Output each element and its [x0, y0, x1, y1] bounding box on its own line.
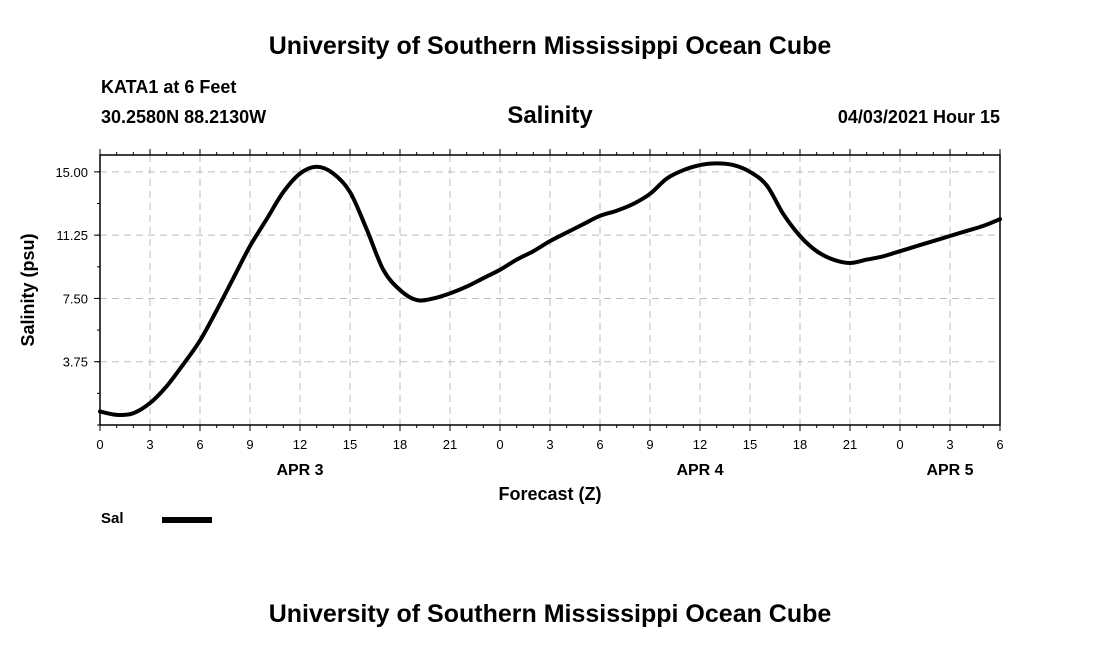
date-labels: APR 3 APR 4 APR 5: [276, 462, 973, 479]
x-axis-label: Forecast (Z): [498, 484, 601, 504]
x-tick-label: 3: [946, 437, 953, 452]
x-tick-label: 15: [343, 437, 357, 452]
y-axis-ticks: 15.00 11.25 7.50 3.75: [55, 165, 100, 426]
y-tick-label: 7.50: [63, 291, 88, 306]
date-label: APR 4: [676, 462, 723, 479]
x-tick-label: 9: [646, 437, 653, 452]
x-tick-label: 12: [293, 437, 307, 452]
chart-variable-title: Salinity: [507, 102, 593, 129]
top-title: University of Southern Mississippi Ocean…: [268, 32, 832, 60]
x-tick-label: 6: [596, 437, 603, 452]
plot-frame: [99, 154, 1001, 426]
x-tick-label: 21: [443, 437, 457, 452]
x-tick-label: 0: [496, 437, 503, 452]
x-tick-label: 18: [393, 437, 407, 452]
y-tick-label: 15.00: [55, 165, 88, 180]
legend-label: Sal: [101, 510, 124, 527]
bottom-title: University of Southern Mississippi Ocean…: [268, 600, 832, 628]
x-tick-label: 15: [743, 437, 757, 452]
x-tick-label: 12: [693, 437, 707, 452]
x-tick-label: 21: [843, 437, 857, 452]
forecast-datetime: 04/03/2021 Hour 15: [837, 107, 1000, 127]
x-tick-label: 0: [96, 437, 103, 452]
date-label: APR 5: [926, 462, 973, 479]
x-tick-label: 6: [196, 437, 203, 452]
station-coords: 30.2580N 88.2130W: [101, 107, 267, 127]
x-tick-label: 6: [996, 437, 1003, 452]
y-tick-label: 11.25: [56, 228, 88, 243]
x-tick-label: 0: [896, 437, 903, 452]
station-label: KATA1 at 6 Feet: [101, 77, 237, 97]
y-tick-label: 3.75: [63, 355, 88, 370]
x-tick-label: 3: [146, 437, 153, 452]
x-tick-label: 3: [546, 437, 553, 452]
x-tick-label: 9: [246, 437, 253, 452]
grid-lines: [100, 155, 1000, 425]
date-label: APR 3: [276, 462, 323, 479]
y-axis-label: Salinity (psu): [18, 233, 38, 346]
salinity-series-line: [98, 161, 1002, 418]
x-tick-label: 18: [793, 437, 807, 452]
